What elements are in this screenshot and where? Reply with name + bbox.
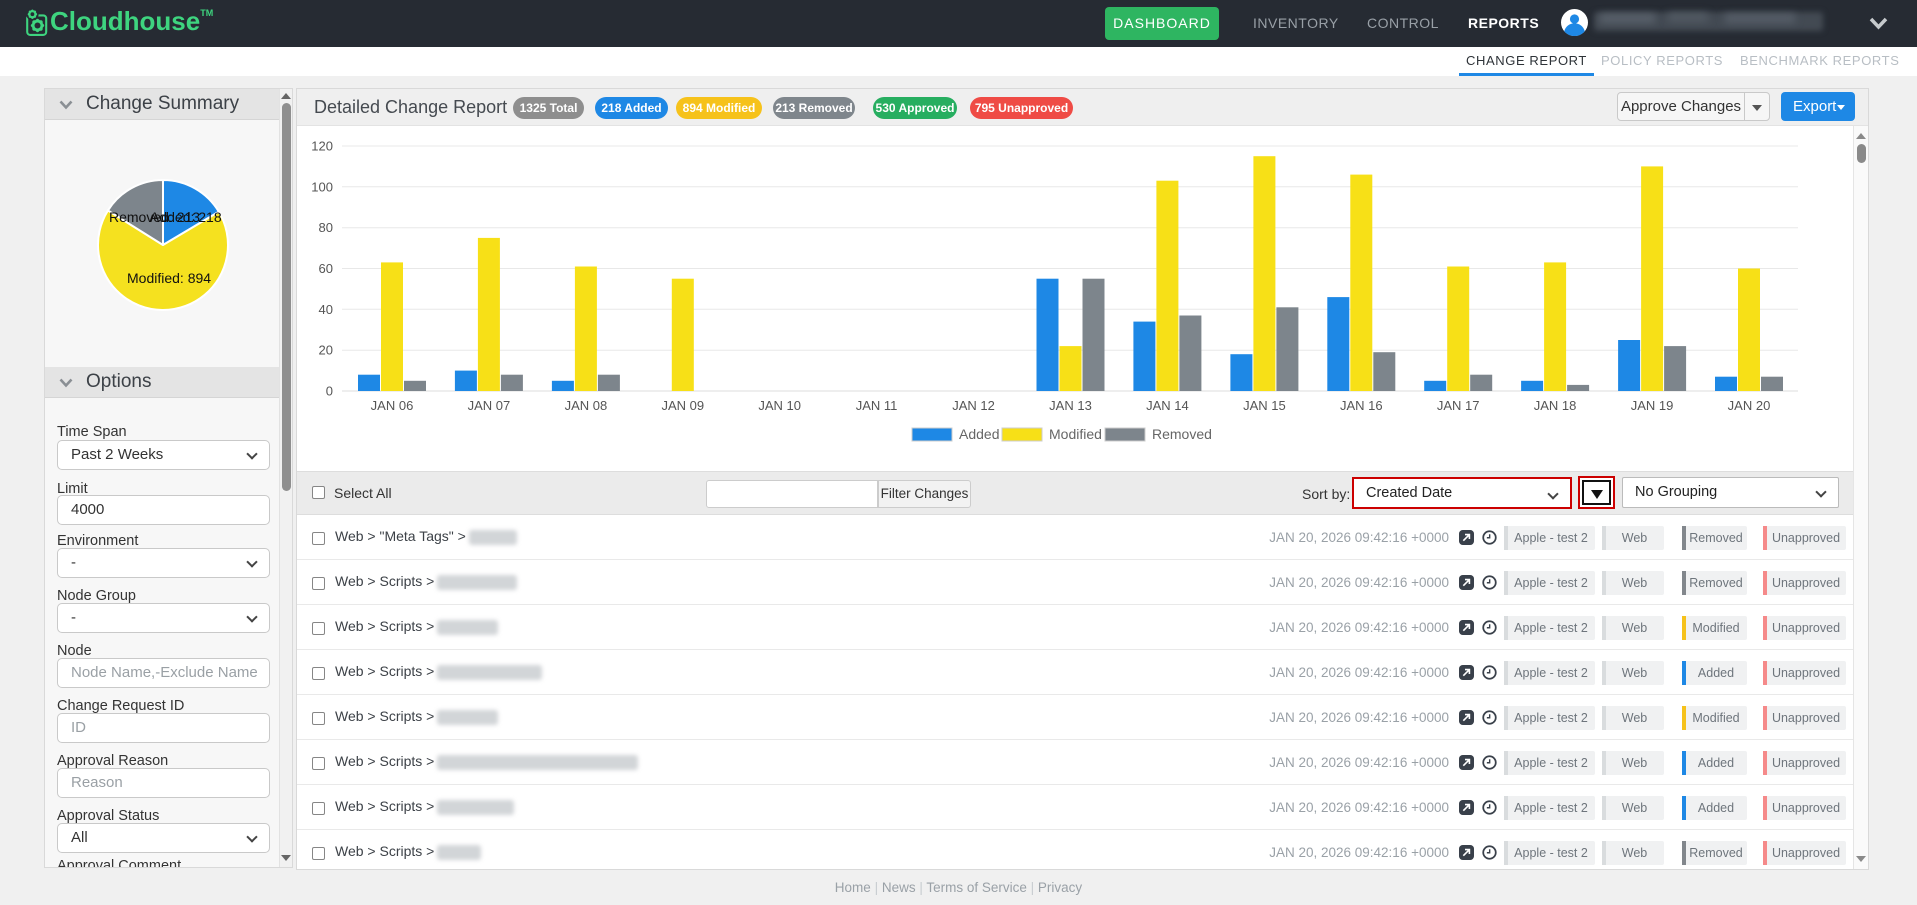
svg-text:JAN 18: JAN 18 [1534,398,1577,413]
svg-text:JAN 10: JAN 10 [758,398,801,413]
svg-text:0: 0 [326,384,333,399]
svg-text:JAN 14: JAN 14 [1146,398,1189,413]
svg-text:JAN 15: JAN 15 [1243,398,1286,413]
svg-text:20: 20 [319,343,333,358]
svg-text:JAN 11: JAN 11 [856,398,898,413]
svg-text:40: 40 [319,302,333,317]
svg-text:JAN 13: JAN 13 [1049,398,1092,413]
svg-text:JAN 08: JAN 08 [565,398,608,413]
svg-text:100: 100 [311,179,333,194]
svg-text:Modified: Modified [1049,426,1102,442]
svg-text:JAN 07: JAN 07 [468,398,511,413]
svg-text:Added: 218: Added: 218 [150,209,222,225]
svg-text:Removed: 213: Removed: 213 [109,209,200,225]
svg-text:120: 120 [311,139,333,154]
svg-text:JAN 06: JAN 06 [371,398,414,413]
svg-text:Added: Added [959,426,999,442]
svg-text:JAN 19: JAN 19 [1631,398,1674,413]
svg-text:JAN 12: JAN 12 [952,398,995,413]
svg-text:JAN 09: JAN 09 [661,398,704,413]
svg-text:JAN 16: JAN 16 [1340,398,1383,413]
svg-text:60: 60 [319,261,333,276]
svg-text:JAN 17: JAN 17 [1437,398,1480,413]
svg-text:80: 80 [319,220,333,235]
svg-text:Modified: 894: Modified: 894 [127,270,211,286]
svg-text:Removed: Removed [1152,426,1212,442]
svg-text:JAN 20: JAN 20 [1728,398,1771,413]
